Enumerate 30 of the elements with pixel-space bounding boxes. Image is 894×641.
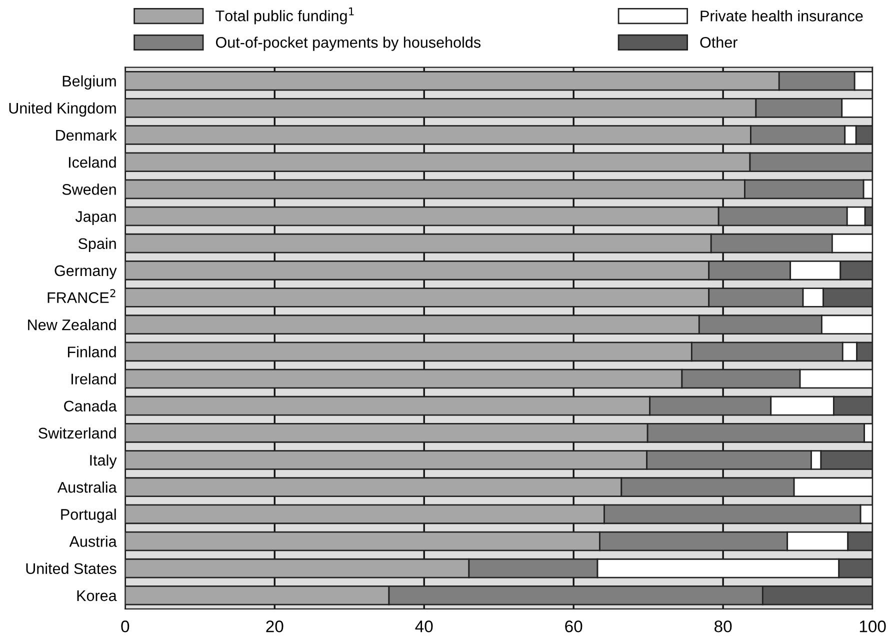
y-tick-label: Australia [57, 482, 117, 493]
x-tick-label: 80 [714, 620, 732, 632]
x-tick-label: 60 [565, 620, 582, 632]
x-tick-label: 40 [415, 620, 433, 632]
y-tick-label: Sweden [62, 184, 116, 195]
x-tick-label: 100 [860, 620, 886, 632]
y-tick-label: Denmark [56, 129, 117, 141]
x-tick-label: 0 [121, 620, 130, 632]
y-tick-label: Finland [68, 346, 116, 358]
y-tick-label: Canada [64, 400, 117, 412]
y-tick-label: United States [26, 562, 116, 574]
y-tick-label: Ireland [72, 373, 116, 384]
x-tick-label: 20 [266, 620, 284, 632]
y-tick-label: Iceland [68, 156, 116, 168]
y-tick-label: Japan [75, 211, 116, 225]
y-tick-label: FRANCE$^{2}$ [48, 289, 116, 304]
legend-label: Out-of-pocket payments by households [216, 36, 481, 51]
y-tick-label: Portugal [61, 508, 116, 523]
y-tick-label: Germany [54, 265, 117, 280]
y-tick-label: Austria [69, 536, 117, 547]
y-tick-label: Spain [78, 238, 116, 252]
legend-label: Other [700, 36, 738, 48]
y-tick-label: Switzerland [38, 427, 116, 439]
y-tick-label: Korea [77, 590, 117, 602]
y-tick-label: Belgium [62, 75, 116, 90]
legend-label: Private health insurance [700, 10, 863, 22]
legend-label: Total public funding$^{1}$ [216, 7, 354, 24]
y-tick-label: New Zealand [28, 319, 116, 330]
y-tick-label: United Kingdom [9, 102, 116, 117]
y-tick-label: Italy [90, 454, 117, 469]
